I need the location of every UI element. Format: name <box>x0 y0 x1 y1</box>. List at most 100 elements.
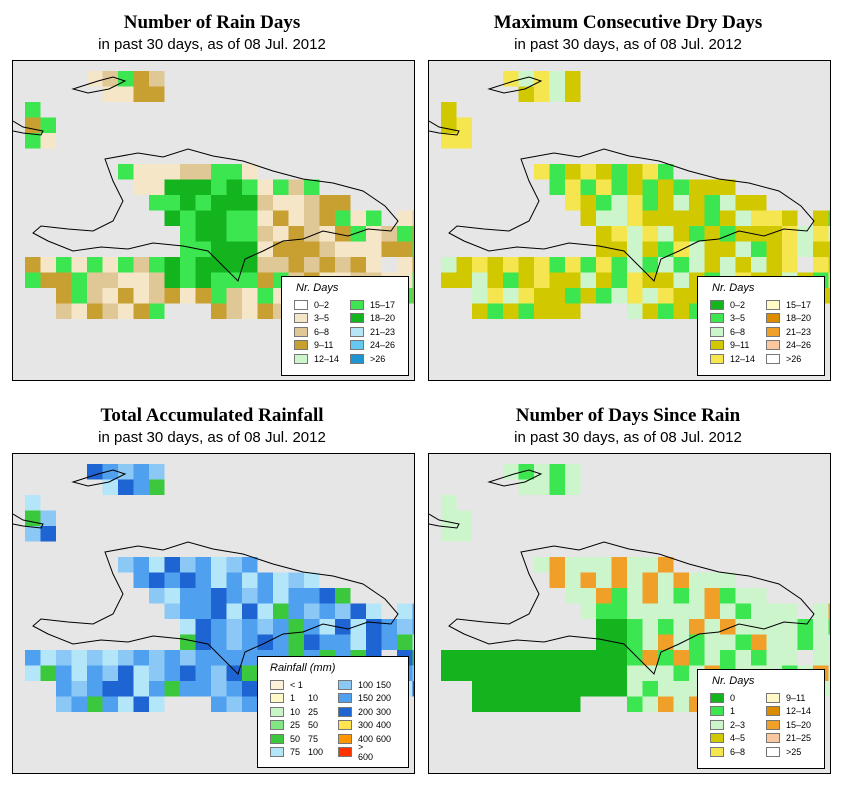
grid-cell <box>102 665 118 681</box>
legend-label-high: 300 <box>376 706 392 717</box>
grid-cell <box>766 603 782 619</box>
grid-cell <box>87 303 103 319</box>
legend-swatch <box>294 299 308 310</box>
grid-cell <box>782 210 798 226</box>
grid-cell <box>565 179 581 195</box>
grid-cell <box>366 241 382 257</box>
legend-swatch <box>350 353 364 364</box>
grid-cell <box>257 303 273 319</box>
grid-cell <box>766 650 782 666</box>
grid-cell <box>87 650 103 666</box>
legend-item: 150 200 <box>338 693 391 704</box>
grid-cell <box>412 210 414 226</box>
legend-swatch <box>294 326 308 337</box>
legend-swatch <box>338 747 352 757</box>
grid-cell <box>366 603 382 619</box>
grid-cell <box>40 526 56 542</box>
grid-cell <box>518 257 534 273</box>
grid-cell <box>828 665 830 681</box>
legend-item: 0 <box>710 692 735 703</box>
legend-label: 6–8 <box>730 326 746 337</box>
grid-cell <box>689 257 705 273</box>
grid-cell <box>534 681 550 697</box>
grid-cell <box>503 257 519 273</box>
legend-label-low: < 1 <box>290 679 303 690</box>
grid-cell <box>102 303 118 319</box>
grid-cell <box>704 179 720 195</box>
grid-cell <box>195 179 211 195</box>
grid-cell <box>658 665 674 681</box>
grid-cell <box>71 257 87 273</box>
grid-cell <box>133 557 149 573</box>
grid-cell <box>242 650 258 666</box>
legend-label-low: 75 <box>290 747 301 757</box>
grid-cell <box>56 272 72 288</box>
grid-cell <box>766 619 782 635</box>
grid-cell <box>735 241 751 257</box>
grid-cell <box>596 588 612 604</box>
grid-cell <box>549 572 565 588</box>
legend-swatch <box>766 326 780 337</box>
grid-cell <box>242 303 258 319</box>
grid-cell <box>412 603 414 619</box>
legend-label: 15–17 <box>786 299 812 310</box>
grid-cell <box>149 303 165 319</box>
legend-item: 15–20 <box>766 719 811 730</box>
grid-cell <box>549 272 565 288</box>
grid-cell <box>704 634 720 650</box>
grid-cell <box>642 257 658 273</box>
grid-cell <box>441 510 457 526</box>
grid-cell <box>211 588 227 604</box>
grid-cell <box>487 681 503 697</box>
grid-cell <box>257 241 273 257</box>
grid-cell <box>456 133 472 149</box>
grid-cell <box>242 164 258 180</box>
grid-cell <box>627 650 643 666</box>
grid-cell <box>180 588 196 604</box>
grid-cell <box>273 588 289 604</box>
grid-cell <box>627 164 643 180</box>
grid-cell <box>828 603 830 619</box>
grid-cell <box>164 195 180 211</box>
grid-cell <box>412 257 414 273</box>
grid-cell <box>273 241 289 257</box>
grid-cell <box>195 572 211 588</box>
grid-cell <box>335 588 351 604</box>
grid-cell <box>397 603 413 619</box>
grid-cell <box>195 681 211 697</box>
legend-item: 6–8 <box>710 326 745 337</box>
rainfall-legend-title: Rainfall (mm) <box>270 662 336 674</box>
grid-cell <box>689 603 705 619</box>
grid-cell <box>180 257 196 273</box>
grid-cell <box>164 164 180 180</box>
grid-cell <box>87 696 103 712</box>
grid-cell <box>596 681 612 697</box>
grid-cell <box>720 195 736 211</box>
legend-swatch <box>766 692 780 703</box>
grid-cell <box>735 650 751 666</box>
grid-cell <box>596 619 612 635</box>
grid-cell <box>704 588 720 604</box>
grid-cell <box>596 603 612 619</box>
legend-label-low: 10 <box>290 706 301 717</box>
grid-cell <box>319 226 335 242</box>
grid-cell <box>180 634 196 650</box>
grid-cell <box>164 650 180 666</box>
grid-cell <box>226 257 242 273</box>
dry-days-map: Nr. Days 0–2 3–5 6–8 9–11 12–14 15–17 18–20 21–… <box>428 60 831 381</box>
legend-swatch <box>710 733 724 743</box>
grid-cell <box>257 619 273 635</box>
legend-label: 21–23 <box>370 326 396 337</box>
grid-cell <box>611 179 627 195</box>
grid-cell <box>304 257 320 273</box>
grid-cell <box>226 572 242 588</box>
grid-cell <box>71 650 87 666</box>
grid-cell <box>828 619 830 635</box>
grid-cell <box>242 696 258 712</box>
grid-cell <box>534 696 550 712</box>
days-since-rain-subtitle: in past 30 days, as of 08 Jul. 2012 <box>514 429 742 446</box>
grid-cell <box>133 288 149 304</box>
grid-cell <box>25 133 41 149</box>
grid-cell <box>257 210 273 226</box>
grid-cell <box>211 226 227 242</box>
